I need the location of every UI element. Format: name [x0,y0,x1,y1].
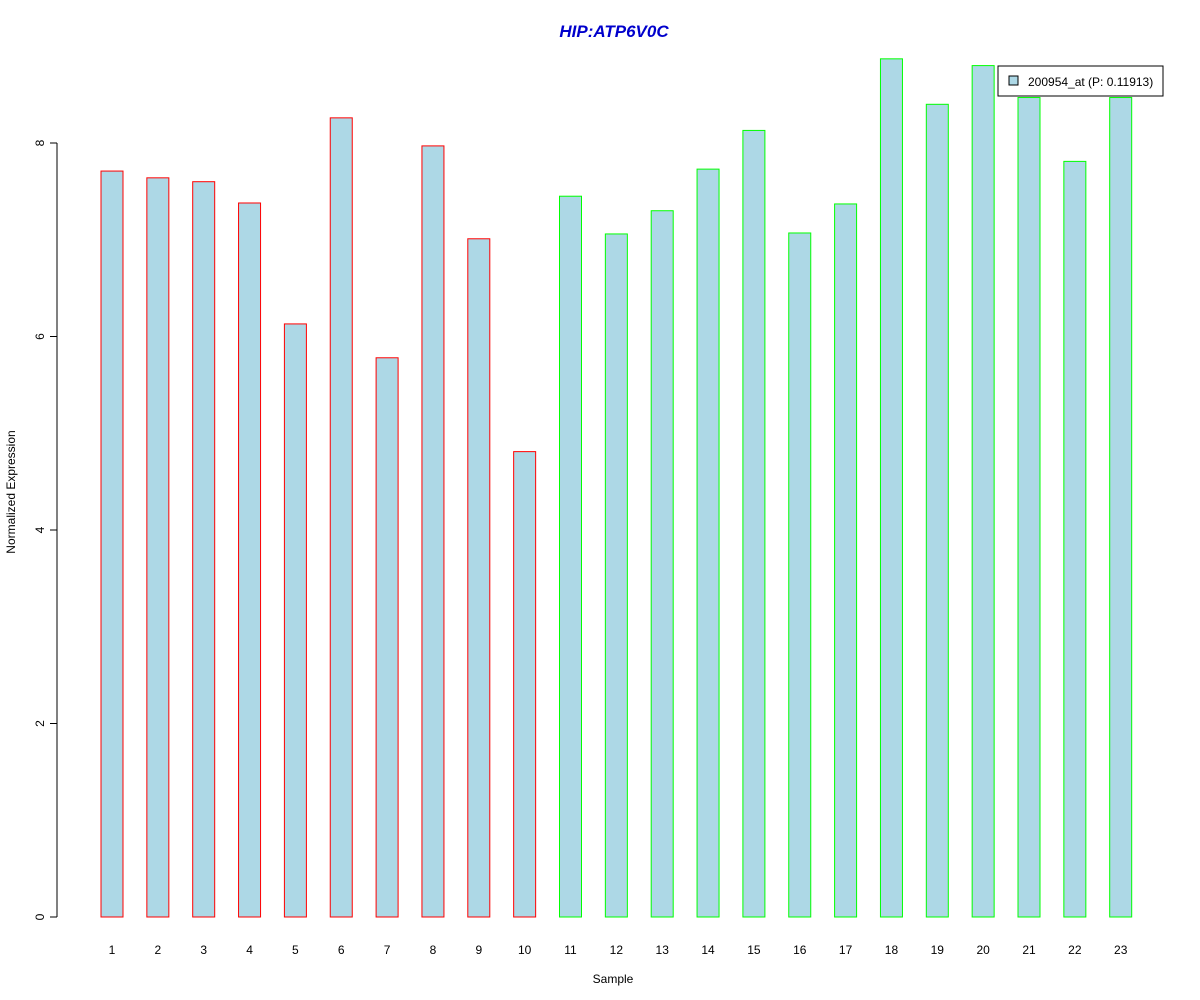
x-axis-label: Sample [593,972,634,986]
bar-sample-6 [329,117,353,918]
legend-label: 200954_at (P: 0.11913) [1028,75,1153,89]
x-tick-label: 23 [1114,943,1128,957]
bar-sample-15 [742,129,766,918]
legend: 200954_at (P: 0.11913) [997,65,1164,97]
x-tick-label: 22 [1068,943,1082,957]
x-tick-label: 2 [155,943,162,957]
bar-sample-7 [375,357,399,918]
bar-sample-21 [1017,97,1041,918]
x-tick-label: 3 [200,943,207,957]
x-tick-label: 10 [518,943,532,957]
x-tick-label: 12 [610,943,624,957]
x-tick-label: 19 [931,943,945,957]
bar-sample-9 [467,238,491,918]
y-axis-label: Normalized Expression [4,430,18,553]
x-tick-label: 17 [839,943,853,957]
x-tick-label: 15 [747,943,761,957]
y-tick-label: 2 [33,720,47,727]
bar-sample-10 [513,451,537,918]
bar-sample-3 [192,181,216,918]
bar-sample-5 [283,323,307,918]
y-tick-label: 0 [33,913,47,920]
bar-sample-20 [971,65,995,918]
x-tick-label: 6 [338,943,345,957]
x-tick-labels: 1 2 3 4 5 6 7 8 9 10 11 12 13 14 15 16 17 18 19 20 21 22 23 [109,943,1128,957]
x-tick-label: 9 [475,943,482,957]
x-tick-label: 16 [793,943,807,957]
x-tick-label: 5 [292,943,299,957]
legend-swatch [1008,75,1019,86]
x-tick-label: 21 [1022,943,1036,957]
bar-sample-1 [100,170,124,918]
bar-sample-23 [1109,97,1133,918]
x-tick-label: 11 [564,943,577,957]
x-tick-label: 18 [885,943,899,957]
bars [100,58,1133,918]
chart-title: HIP:ATP6V0C [559,22,669,41]
y-tick-label: 4 [33,526,47,533]
x-tick-label: 14 [701,943,715,957]
bar-sample-22 [1063,160,1087,918]
bar-sample-12 [604,233,628,918]
bar-sample-4 [238,202,262,918]
x-tick-label: 4 [246,943,253,957]
legend-box [997,65,1164,97]
bar-sample-11 [559,195,582,918]
x-tick-label: 7 [384,943,391,957]
bar-sample-14 [696,168,720,918]
bar-sample-2 [146,177,170,918]
x-tick-label: 1 [109,943,116,957]
bar-sample-13 [650,210,674,918]
x-tick-label: 13 [656,943,670,957]
bar-sample-18 [879,58,903,918]
y-tick-label: 8 [33,139,47,146]
x-tick-label: 8 [430,943,437,957]
bar-sample-16 [788,232,812,918]
bar-sample-8 [421,145,445,918]
x-tick-label: 20 [976,943,990,957]
bar-sample-17 [834,203,858,918]
bar-sample-19 [925,103,949,918]
y-axis: 0 2 4 6 8 [33,139,58,920]
y-tick-label: 6 [33,333,47,340]
